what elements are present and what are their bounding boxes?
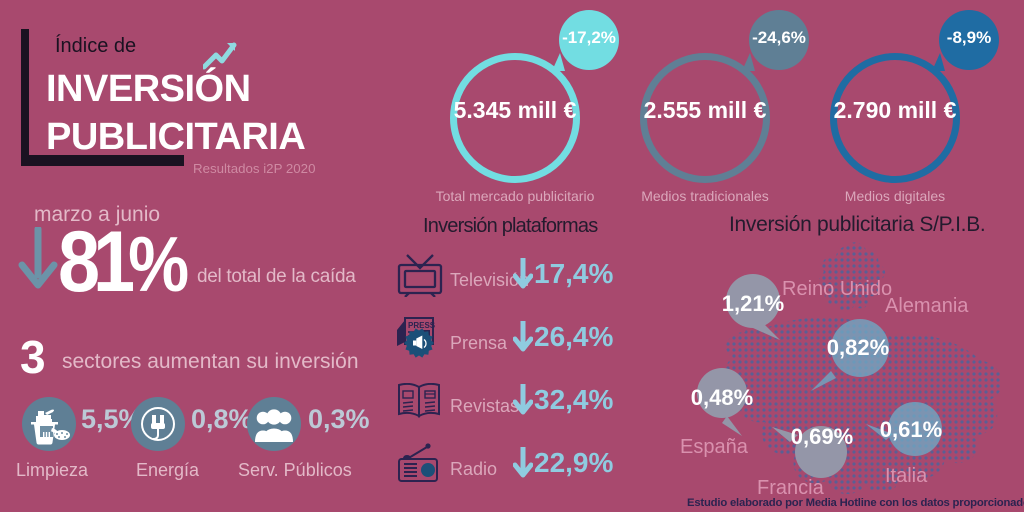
- svg-text:PRESS: PRESS: [408, 321, 436, 330]
